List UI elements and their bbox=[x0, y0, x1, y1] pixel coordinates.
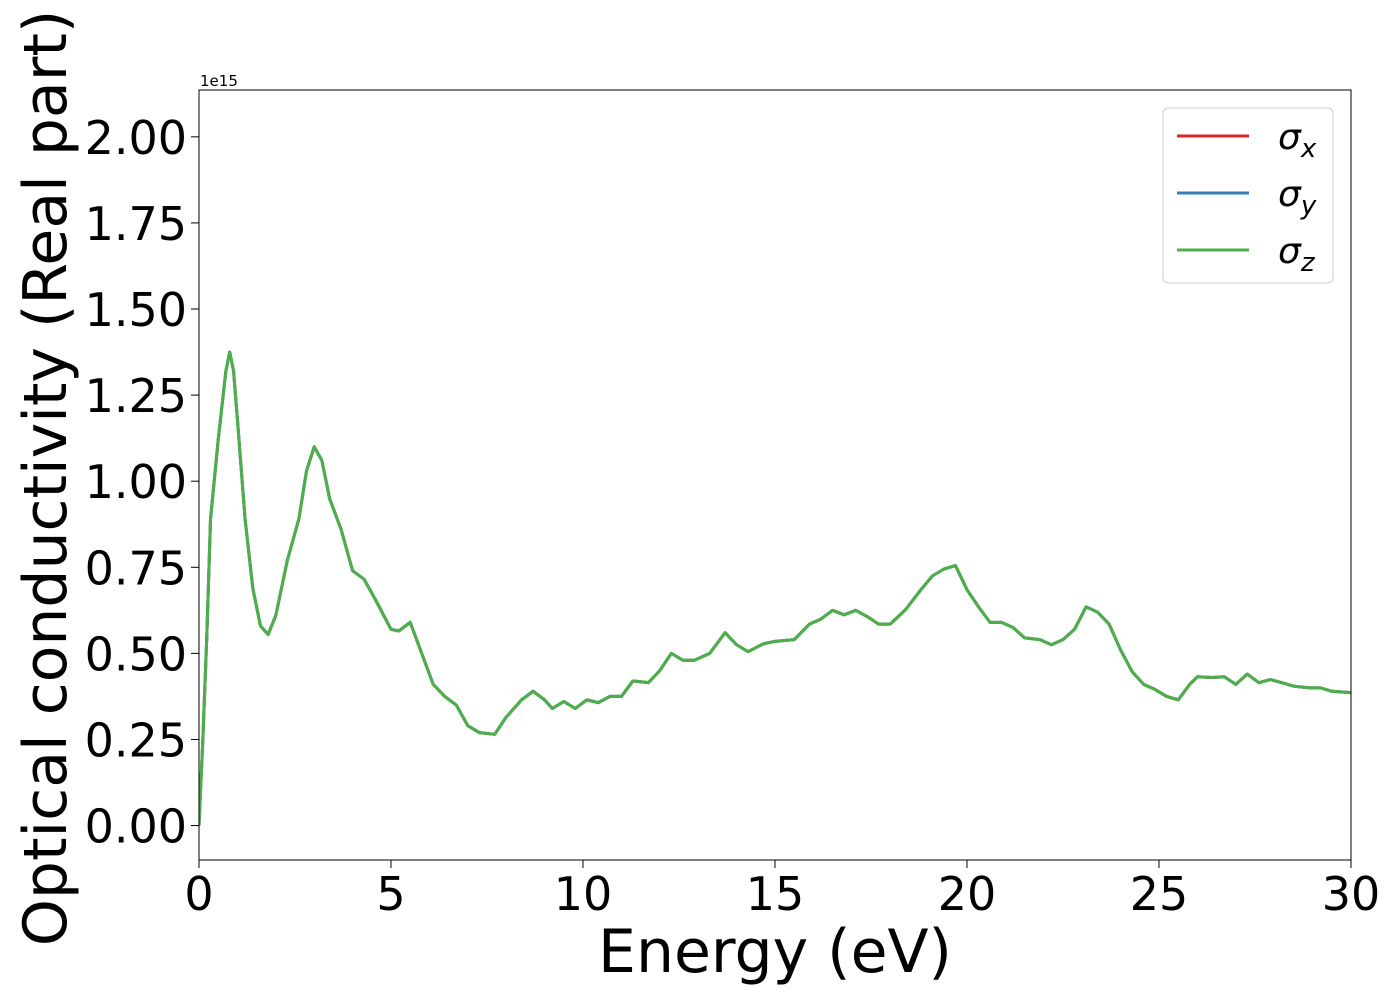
x-axis-label: Energy (eV) bbox=[598, 917, 952, 987]
y-tick-label: 1.75 bbox=[85, 197, 187, 251]
legend-label: σx bbox=[1278, 117, 1317, 164]
x-tick-label: 10 bbox=[554, 867, 613, 921]
x-tick-label: 15 bbox=[746, 867, 805, 921]
legend-box bbox=[1162, 107, 1334, 284]
legend-label: σy bbox=[1278, 174, 1317, 221]
y-tick-label: 0.00 bbox=[85, 800, 187, 854]
y-tick-label: 1.00 bbox=[85, 455, 187, 509]
y-tick-label: 1.50 bbox=[85, 283, 187, 337]
offset-text: 1e15 bbox=[200, 72, 238, 90]
y-tick-label: 0.25 bbox=[85, 713, 187, 767]
y-tick-label: 0.50 bbox=[85, 627, 187, 681]
x-tick-label: 25 bbox=[1130, 867, 1189, 921]
y-tick-label: 0.75 bbox=[85, 541, 187, 595]
y-tick-label: 1.25 bbox=[85, 369, 187, 423]
x-tick-label: 0 bbox=[184, 867, 213, 921]
data-line bbox=[199, 350, 1351, 826]
x-tick-label: 5 bbox=[376, 867, 405, 921]
plot-frame bbox=[198, 89, 1352, 861]
legend-label: σz bbox=[1278, 231, 1316, 278]
x-tick-label: 20 bbox=[938, 867, 997, 921]
x-tick-label: 30 bbox=[1322, 867, 1381, 921]
y-axis-label: Optical conductivity (Real part) bbox=[11, 10, 81, 947]
y-tick-label: 2.00 bbox=[85, 111, 187, 165]
